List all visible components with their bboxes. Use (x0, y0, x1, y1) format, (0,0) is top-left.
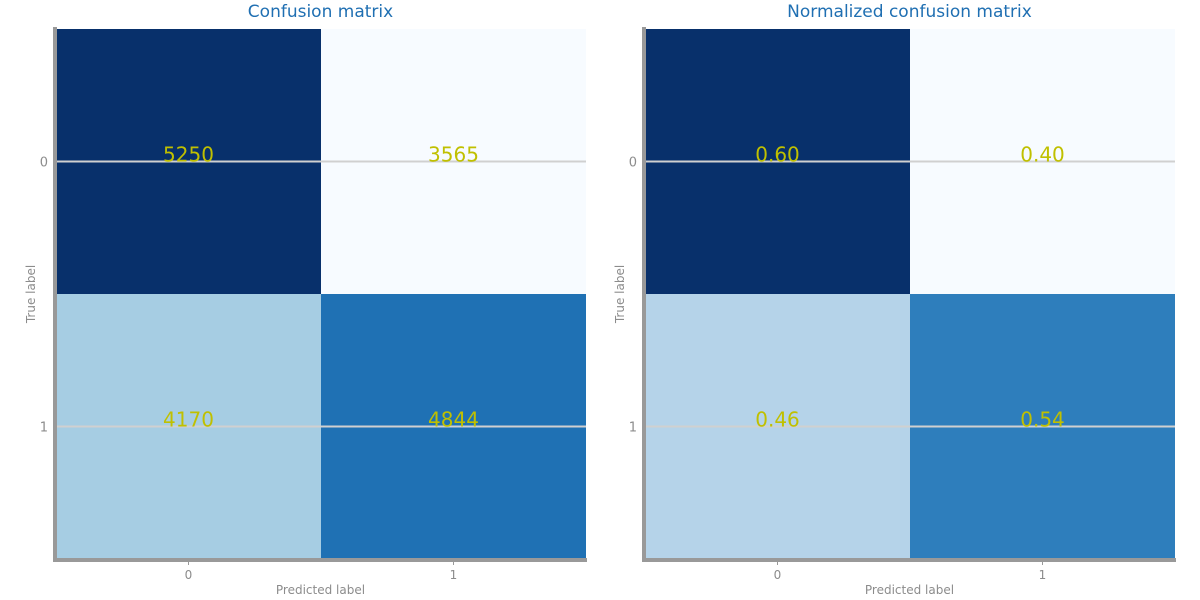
cell-values: 0.60 0.40 0.46 0.54 (755, 143, 1065, 432)
x-axis-label: Predicted label (865, 583, 954, 597)
x-tick-label: 1 (1039, 568, 1047, 582)
confusion-matrix-panel: Confusion matrix 5250 3565 4170 4844 0 1 0 1 P… (24, 2, 587, 597)
normalized-confusion-matrix-panel: Normalized confusion matrix 0.60 0.40 0.46… (613, 2, 1176, 597)
y-tick-label: 0 (40, 156, 48, 171)
x-tick-label: 1 (450, 568, 458, 582)
y-tick-label: 1 (629, 421, 637, 436)
gridlines (645, 160, 1175, 428)
chart-title: Confusion matrix (248, 2, 393, 22)
y-tick-label: 1 (40, 421, 48, 436)
ticks: 0 1 0 1 (40, 156, 458, 583)
cell-value-0-1: 0.40 (1020, 143, 1065, 167)
cell-value-0-1: 3565 (428, 143, 479, 167)
x-axis-label: Predicted label (276, 583, 365, 597)
cell-values: 5250 3565 4170 4844 (163, 143, 479, 432)
cell-value-1-0: 4170 (163, 408, 214, 432)
heatmap-cells (645, 29, 1175, 559)
cell-value-0-0: 5250 (163, 143, 214, 167)
cell-value-1-1: 0.54 (1020, 408, 1065, 432)
y-axis-label: True label (24, 265, 38, 324)
cell-value-0-0: 0.60 (755, 143, 800, 167)
gridlines (56, 160, 586, 428)
y-tick-label: 0 (629, 156, 637, 171)
cell-value-1-1: 4844 (428, 408, 479, 432)
x-tick-label: 0 (185, 568, 193, 582)
axes (642, 27, 1176, 562)
y-axis-label: True label (613, 265, 627, 324)
ticks: 0 1 0 1 (629, 156, 1047, 583)
cell-value-1-0: 0.46 (755, 408, 800, 432)
axes (53, 27, 587, 562)
chart-title: Normalized confusion matrix (787, 2, 1032, 22)
x-tick-label: 0 (774, 568, 782, 582)
heatmap-cells (56, 29, 586, 559)
